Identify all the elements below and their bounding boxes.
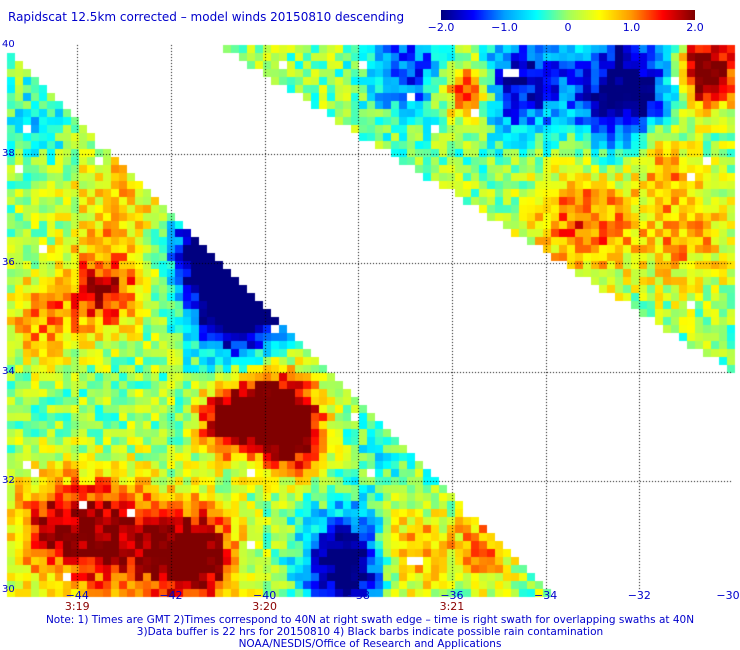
latitude-label: 40 xyxy=(2,39,15,50)
latitude-label: 36 xyxy=(2,257,15,268)
time-label: 3:19 xyxy=(64,600,90,613)
longitude-label: −30 xyxy=(716,589,740,602)
note-line-2: 3)Data buffer is 22 hrs for 20150810 4) … xyxy=(136,626,604,638)
longitude-label: −34 xyxy=(534,589,558,602)
colorbar-tick-label: −2.0 xyxy=(427,21,455,34)
longitude-label: −32 xyxy=(627,589,651,602)
time-label: 3:20 xyxy=(252,600,277,613)
colorbar-tick-label: −1.0 xyxy=(491,21,518,34)
latitude-label: 34 xyxy=(2,366,15,377)
note-line-1: Note: 1) Times are GMT 2)Times correspon… xyxy=(45,614,695,626)
longitude-label: −42 xyxy=(159,589,183,602)
colorbar xyxy=(441,10,695,20)
colorbar-tick-label: 2.0 xyxy=(686,21,704,34)
colorbar-tick-label: 1.0 xyxy=(622,21,641,34)
longitude-label: −44 xyxy=(65,589,89,602)
time-label: 3:21 xyxy=(439,600,465,613)
colorbar-tick-label: 0 xyxy=(564,21,572,34)
latitude-label: 32 xyxy=(2,475,15,486)
longitude-label: −36 xyxy=(440,589,464,602)
latitude-label: 30 xyxy=(2,584,15,595)
map-title: Rapidscat 12.5km corrected – model winds… xyxy=(8,10,405,24)
longitude-label: −38 xyxy=(346,589,370,602)
note-line-3: NOAA/NESDIS/Office of Research and Appli… xyxy=(238,638,502,650)
longitude-label: −40 xyxy=(253,589,277,602)
latitude-label: 38 xyxy=(2,148,15,159)
